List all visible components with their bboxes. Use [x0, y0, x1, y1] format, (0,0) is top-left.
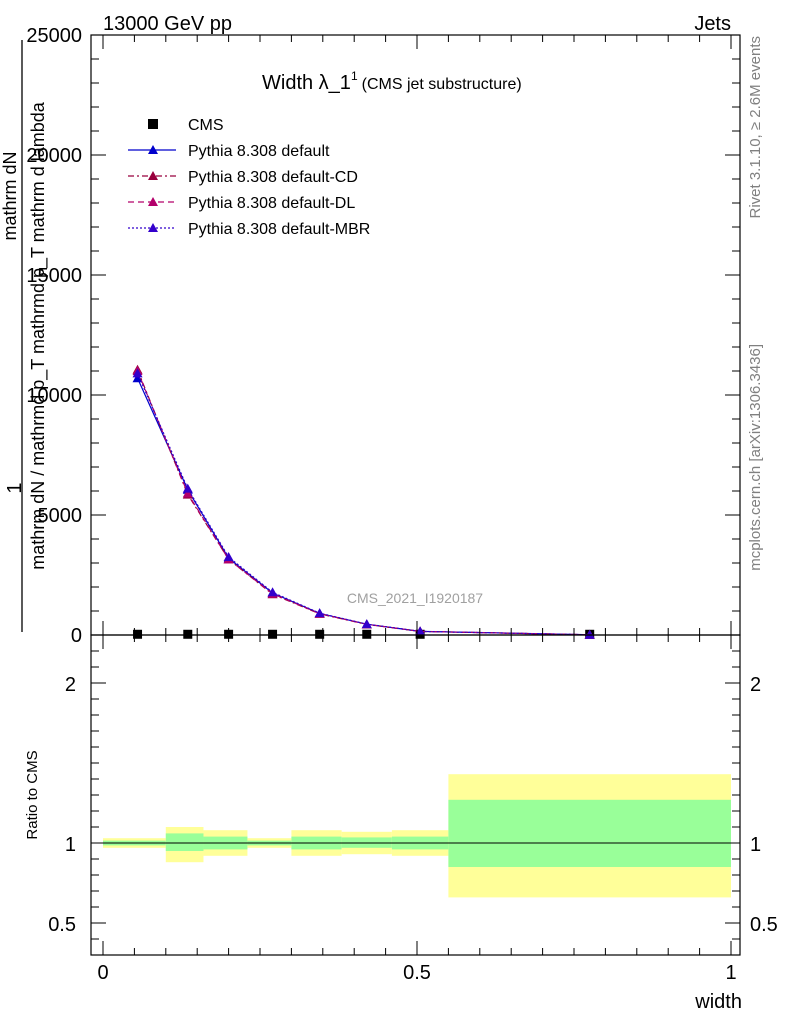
- legend-label: Pythia 8.308 default-CD: [188, 169, 358, 186]
- main-ytick-label: 15000: [26, 265, 82, 287]
- cms-data-point: [315, 629, 325, 639]
- ratio-ytick-label: 2: [65, 674, 76, 696]
- plot-title: Width λ_11 (CMS jet substructure): [262, 69, 522, 94]
- series-line-default_cd: [136, 369, 590, 636]
- legend-marker-default_mbr: [148, 223, 158, 232]
- series-marker-default_dl: [182, 488, 193, 498]
- series-marker-default_mbr: [415, 626, 426, 636]
- ratio-band-inner: [165, 833, 204, 851]
- mcplots-label: mcplots.cern.ch [arXiv:1306.3436]: [747, 344, 764, 571]
- legend: CMS Pythia 8.308 default Pythia 8.308 defa…: [128, 117, 370, 238]
- header-left: 13000 GeV pp: [103, 13, 232, 35]
- ratio-band-inner: [448, 799, 731, 867]
- cms-data-point: [268, 629, 278, 639]
- xtick-label: 0.5: [403, 962, 431, 984]
- series-marker-default_mbr: [584, 629, 595, 639]
- cms-data-point: [362, 629, 372, 639]
- y-axis-label: 1 mathrm dN / mathrmd p_T mathrmd p_T ma…: [0, 40, 49, 632]
- series-marker-default_mbr: [132, 368, 143, 378]
- main-ytick-label: 20000: [26, 145, 82, 167]
- watermark: CMS_2021_I1920187: [347, 590, 483, 606]
- xtick-label: 0: [97, 962, 108, 984]
- series-line-default_dl: [136, 370, 590, 636]
- series-marker-default: [132, 373, 143, 383]
- cms-data-point: [133, 629, 143, 639]
- series-marker-default_mbr: [267, 587, 278, 597]
- ratio-ytick-label: 0.5: [48, 914, 76, 936]
- series-marker-default_mbr: [314, 608, 325, 618]
- legend-label: CMS: [188, 117, 224, 134]
- legend-marker-cms: [148, 119, 158, 129]
- main-panel: CMS_2021_I1920187 0 5000 10000 15000 20000 25…: [0, 25, 741, 647]
- legend-marker-default_dl: [148, 197, 158, 206]
- legend-marker-default: [148, 145, 158, 154]
- series-marker-default_mbr: [223, 552, 234, 561]
- series-marker-default_mbr: [182, 483, 193, 493]
- rivet-label: Rivet 3.1.10, ≥ 2.6M events: [747, 36, 764, 219]
- plot-title-sub: (CMS jet substructure): [362, 76, 522, 93]
- ratio-panel: 0.5 0.5 1 1 2 2 0 0.5 1 Ratio to CMS width: [24, 634, 778, 1013]
- legend-label: Pythia 8.308 default: [188, 143, 330, 160]
- main-ytick-label: 5000: [38, 505, 83, 527]
- ratio-ytick-label-right: 0.5: [750, 914, 778, 936]
- series-marker-default_mbr: [361, 619, 372, 629]
- main-ytick-label: 25000: [26, 25, 82, 47]
- legend-label: Pythia 8.308 default-MBR: [188, 221, 370, 238]
- x-axis-label: width: [694, 991, 742, 1013]
- ylabel-denom: mathrm dN / mathrmd p_T mathrmd p_T math…: [28, 101, 49, 569]
- ylabel-num: mathrm dN: [0, 151, 20, 240]
- legend-label: Pythia 8.308 default-DL: [188, 195, 355, 212]
- xtick-label: 1: [725, 962, 736, 984]
- legend-marker-default_cd: [148, 171, 158, 180]
- ylabel-one: 1: [4, 482, 26, 493]
- header-right: Jets: [694, 13, 731, 35]
- plot-title-sup: 1: [351, 69, 358, 83]
- ratio-ylabel: Ratio to CMS: [24, 750, 41, 839]
- main-ytick-label: 10000: [26, 385, 82, 407]
- ratio-ytick-label: 1: [65, 834, 76, 856]
- ratio-ytick-label-right: 2: [750, 674, 761, 696]
- cms-data-point: [183, 629, 193, 639]
- plot-title-main: Width λ_1: [262, 72, 351, 94]
- ratio-ytick-label-right: 1: [750, 834, 761, 856]
- main-ytick-label: 0: [71, 625, 82, 647]
